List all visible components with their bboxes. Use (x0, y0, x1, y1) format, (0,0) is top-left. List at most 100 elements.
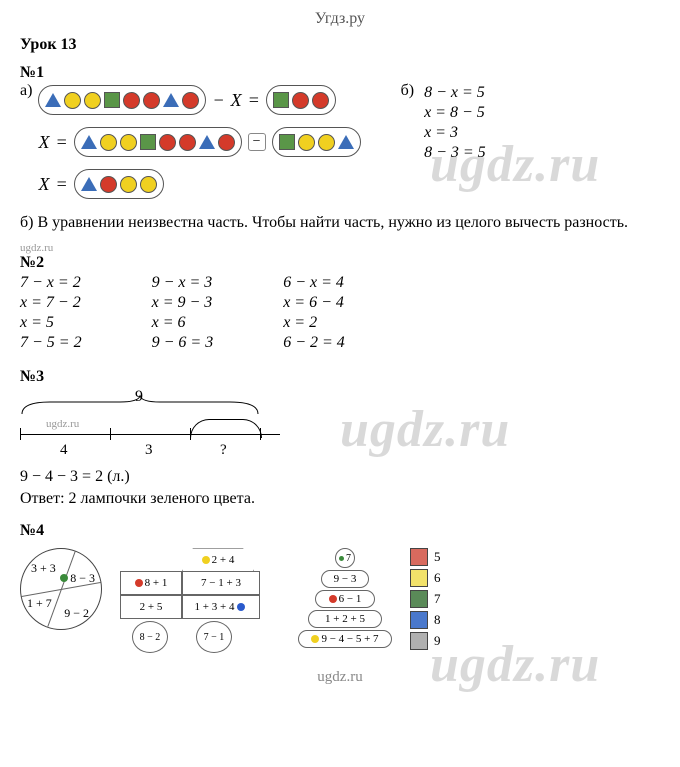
legend-value: 9 (434, 633, 441, 649)
eq-line: x = 6 − 4 (283, 294, 345, 312)
legend-swatch (410, 548, 428, 566)
eq-line: x = 6 (152, 314, 214, 332)
seg-1: 4 (60, 442, 68, 459)
shape-cir-r (143, 92, 160, 109)
legend-row: 7 (410, 590, 441, 608)
shape-cir-y (140, 176, 157, 193)
legend-swatch (410, 590, 428, 608)
minus-op: − (212, 90, 224, 111)
legend-row: 8 (410, 611, 441, 629)
legend-value: 8 (434, 612, 441, 628)
lesson-title: Урок 13 (20, 36, 660, 54)
eq-line: x = 2 (283, 314, 345, 332)
shape-cir-r (182, 92, 199, 109)
pyramid-figure: 7 9 − 3 6 − 1 1 + 2 + 5 9 − 4 − 5 + 7 (298, 548, 392, 649)
shape-sq-g (104, 92, 120, 108)
shape-cir-y (318, 134, 335, 151)
watermark-2: ugdz.ru (340, 400, 510, 459)
shape-cir-r (123, 92, 140, 109)
diagram-row-3: X = (38, 169, 360, 199)
eq-line: 6 − 2 = 4 (283, 334, 345, 352)
eq-line: x = 5 (20, 314, 82, 332)
task3-num: №3 (20, 368, 660, 386)
eq-line: x = 8 − 5 (424, 104, 486, 122)
watermark-small-1: ugdz.ru (20, 242, 660, 254)
label-b: б) (401, 82, 414, 99)
wheel-1: 8 − 2 (132, 621, 168, 653)
shape-cir-y (120, 134, 137, 151)
truck-cell-br: 1 + 3 + 4 (195, 601, 235, 613)
site-header: Угдз.ру (20, 10, 660, 28)
pyr-row-0: 9 − 3 (321, 570, 369, 588)
pyr-row-2: 1 + 2 + 5 (308, 610, 382, 628)
shape-tri-b (81, 135, 97, 149)
brace-total: 9 (135, 388, 143, 406)
eq-line: 8 − x = 5 (424, 84, 486, 102)
shape-cir-y (100, 134, 117, 151)
ball-cell-0: 3 + 3 (31, 561, 56, 576)
var-x-3: X (38, 174, 49, 195)
var-x: X (231, 90, 242, 111)
legend-swatch (410, 611, 428, 629)
shape-cir-r (312, 92, 329, 109)
task1-b-block: б) 8 − x = 5x = 8 − 5x = 38 − 3 = 5 (401, 82, 486, 164)
shape-tri-b (45, 93, 61, 107)
ball-figure: 3 + 3 8 − 3 1 + 7 9 − 2 (20, 548, 102, 630)
task2-columns: 7 − x = 2 x = 7 − 2 x = 5 7 − 5 = 2 9 − x =… (20, 272, 660, 354)
eq-op-3: = (55, 174, 67, 195)
eq-line: x = 7 − 2 (20, 294, 82, 312)
ball-cell-1: 8 − 3 (60, 571, 95, 586)
eq-line: 8 − 3 = 5 (424, 144, 486, 162)
shape-tri-b (163, 93, 179, 107)
legend-value: 6 (434, 570, 441, 586)
shape-cir-y (64, 92, 81, 109)
task2-num: №2 (20, 254, 660, 272)
eq-line: 7 − 5 = 2 (20, 334, 82, 352)
truck-cell-tr: 7 − 1 + 3 (182, 571, 260, 595)
label-a: а) (20, 82, 32, 100)
truck-cell-bl: 2 + 5 (120, 595, 182, 619)
legend-row: 9 (410, 632, 441, 650)
shape-cir-r (159, 134, 176, 151)
wheel-2: 7 − 1 (196, 621, 232, 653)
eq-line: 7 − x = 2 (20, 274, 82, 292)
eq-line: 6 − x = 4 (283, 274, 345, 292)
legend-row: 6 (410, 569, 441, 587)
shape-sq-g (273, 92, 289, 108)
minus-box: − (248, 133, 266, 151)
shape-tri-b (81, 177, 97, 191)
shape-cir-r (179, 134, 196, 151)
truck-figure: 2 + 4 8 + 1 7 − 1 + 3 2 + 5 1 + 3 + 4 8 … (120, 548, 280, 653)
eq-line: 9 − x = 3 (152, 274, 214, 292)
color-legend: 5 6 7 8 9 (410, 548, 441, 650)
shape-tri-b (338, 135, 354, 149)
legend-value: 7 (434, 591, 441, 607)
diagram-row-2: X = − (38, 127, 360, 157)
task1-answer: б) В уравнении неизвестна часть. Чтобы н… (20, 212, 660, 234)
seg-2: 3 (145, 442, 153, 459)
legend-value: 5 (434, 549, 441, 565)
var-x-2: X (38, 132, 49, 153)
seg-3: ? (220, 442, 227, 459)
shape-cir-y (120, 176, 137, 193)
task4-num: №4 (20, 522, 660, 540)
eq-op-2: = (55, 132, 67, 153)
legend-row: 5 (410, 548, 441, 566)
diagram-row-1: − X = (38, 85, 360, 115)
ball-cell-3: 9 − 2 (64, 606, 89, 621)
eq-line: 9 − 6 = 3 (152, 334, 214, 352)
shape-cir-y (298, 134, 315, 151)
site-footer: ugdz.ru (20, 669, 660, 686)
eq-op: = (248, 90, 260, 111)
legend-swatch (410, 632, 428, 650)
shape-cir-r (218, 134, 235, 151)
truck-cell-tl: 8 + 1 (145, 577, 168, 589)
shape-cir-y (84, 92, 101, 109)
truck-cab-top: 2 + 4 (212, 554, 235, 566)
shape-tri-b (199, 135, 215, 149)
pyr-row-1: 6 − 1 (339, 593, 362, 605)
task3-answer: Ответ: 2 лампочки зеленого цвета. (20, 490, 660, 508)
shape-sq-g (140, 134, 156, 150)
pyr-row-3: 9 − 4 − 5 + 7 (321, 633, 378, 645)
number-line: 9 ugdz.ru 4 3 ? (20, 394, 300, 464)
